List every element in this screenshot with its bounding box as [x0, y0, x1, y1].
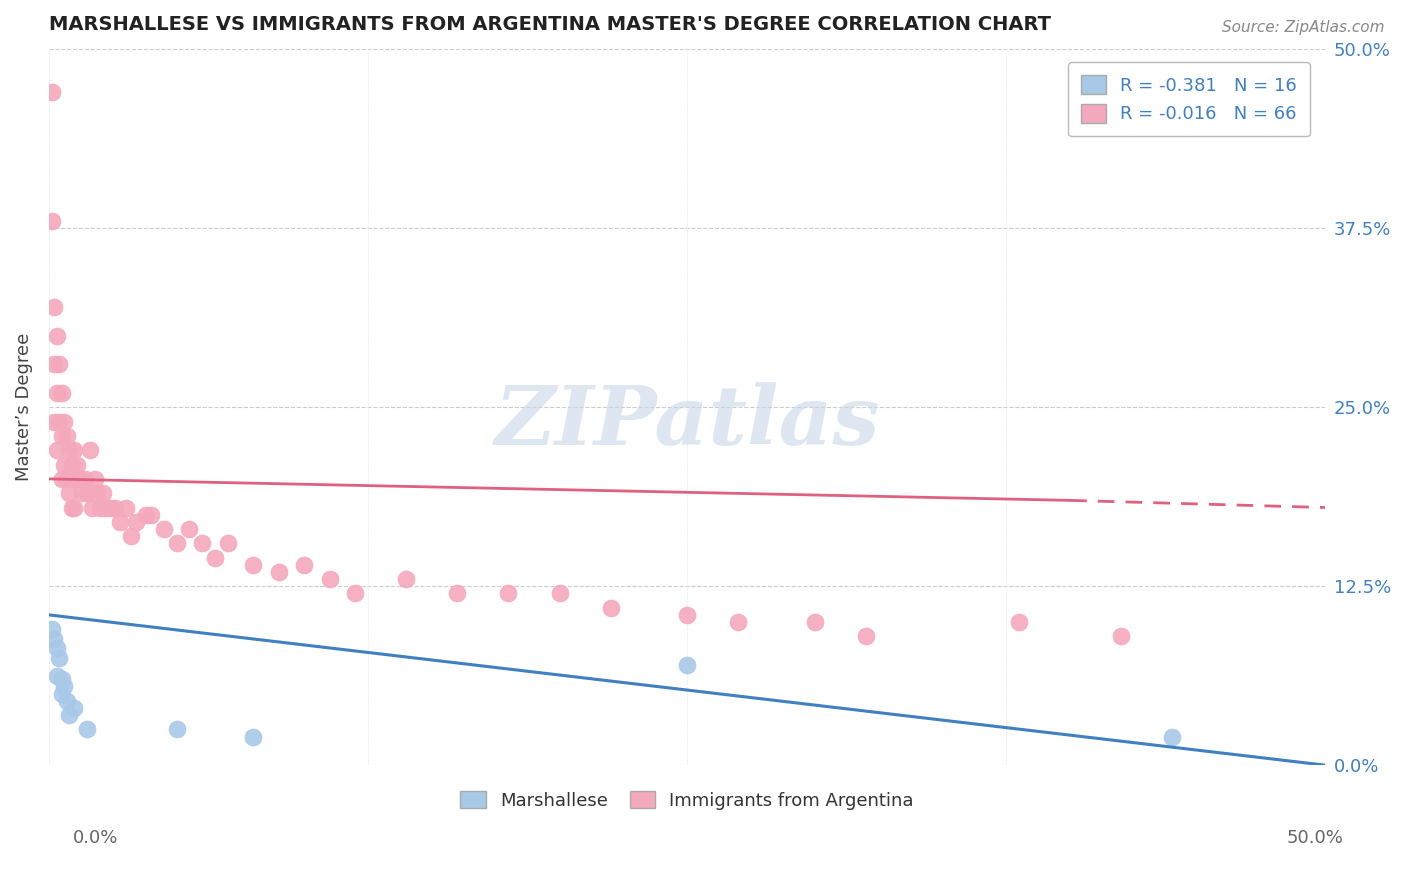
Point [42, 632, 65, 647]
Point [120, 529, 142, 543]
Point [599, 600, 621, 615]
Point [727, 615, 749, 629]
Point [58, 486, 80, 500]
Point [98, 500, 121, 515]
Text: 0.0%: 0.0% [73, 829, 118, 847]
Text: Source: ZipAtlas.com: Source: ZipAtlas.com [1222, 20, 1385, 35]
Point [48, 650, 70, 665]
Point [94, 500, 117, 515]
Point [56, 472, 79, 486]
Point [292, 558, 315, 572]
Point [548, 586, 571, 600]
Point [42, 300, 65, 314]
Point [104, 500, 127, 515]
Point [58, 443, 80, 458]
Point [676, 658, 699, 673]
Point [51, 673, 73, 687]
Point [58, 708, 80, 723]
Point [63, 701, 86, 715]
Point [42, 357, 65, 371]
Point [66, 458, 89, 472]
Legend: Marshallese, Immigrants from Argentina: Marshallese, Immigrants from Argentina [453, 784, 921, 817]
Point [166, 723, 188, 737]
Point [45, 328, 67, 343]
Point [41, 86, 63, 100]
Point [114, 500, 136, 515]
Point [446, 586, 468, 600]
Point [41, 622, 63, 636]
Point [60, 458, 83, 472]
Text: ZIPatlas: ZIPatlas [495, 382, 880, 462]
Text: MARSHALLESE VS IMMIGRANTS FROM ARGENTINA MASTER'S DEGREE CORRELATION CHART: MARSHALLESE VS IMMIGRANTS FROM ARGENTINA… [49, 15, 1050, 34]
Point [166, 536, 188, 550]
Point [91, 486, 114, 500]
Point [45, 386, 67, 401]
Point [45, 640, 67, 655]
Point [51, 386, 73, 401]
Point [76, 486, 98, 500]
Point [1008, 615, 1031, 629]
Point [56, 694, 79, 708]
Point [82, 500, 104, 515]
Point [191, 536, 214, 550]
Point [86, 486, 108, 500]
Point [267, 565, 290, 579]
Point [153, 522, 176, 536]
Point [45, 669, 67, 683]
Point [319, 572, 342, 586]
Point [56, 429, 79, 443]
Point [217, 536, 239, 550]
Point [70, 486, 93, 500]
Point [51, 687, 73, 701]
Point [48, 415, 70, 429]
Point [53, 680, 76, 694]
Point [76, 723, 98, 737]
Point [79, 443, 101, 458]
Point [1161, 730, 1184, 744]
Point [73, 472, 96, 486]
Text: 50.0%: 50.0% [1286, 829, 1343, 847]
Point [51, 429, 73, 443]
Point [51, 472, 73, 486]
Point [125, 515, 148, 529]
Point [53, 458, 76, 472]
Point [803, 615, 825, 629]
Point [110, 515, 132, 529]
Point [676, 607, 699, 622]
Point [139, 508, 162, 522]
Point [395, 572, 418, 586]
Point [855, 629, 877, 643]
Point [63, 443, 86, 458]
Point [498, 586, 520, 600]
Point [1109, 629, 1132, 643]
Y-axis label: Master’s Degree: Master’s Degree [15, 334, 32, 482]
Point [179, 522, 201, 536]
Point [242, 730, 264, 744]
Point [60, 500, 83, 515]
Point [135, 508, 157, 522]
Point [63, 472, 86, 486]
Point [41, 214, 63, 228]
Point [204, 550, 226, 565]
Point [45, 443, 67, 458]
Point [344, 586, 367, 600]
Point [89, 500, 111, 515]
Point [242, 558, 264, 572]
Point [69, 472, 91, 486]
Point [42, 415, 65, 429]
Point [63, 500, 86, 515]
Point [53, 415, 76, 429]
Point [48, 357, 70, 371]
Point [84, 472, 107, 486]
